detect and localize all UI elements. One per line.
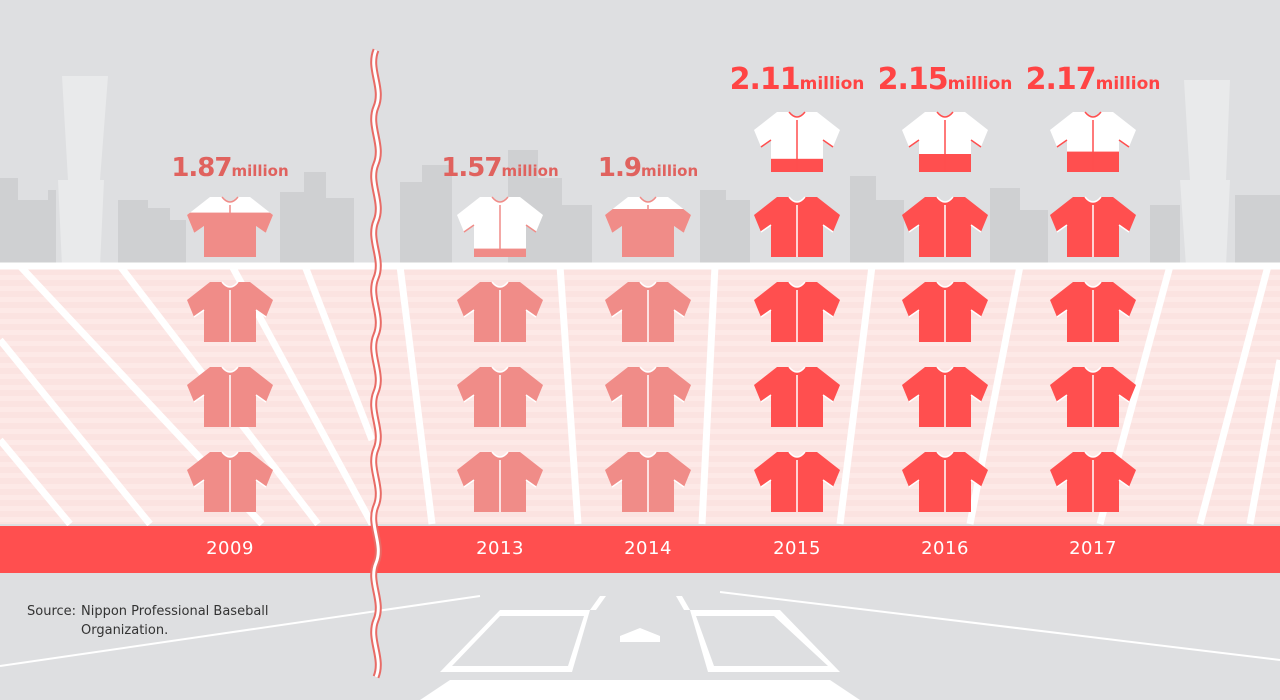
- value-label-2013: 1.57million: [400, 153, 600, 183]
- value-unit-2015: million: [799, 74, 865, 94]
- jersey-2014-4: [605, 196, 691, 257]
- jersey-2013-3: [457, 281, 543, 342]
- jersey-2015-2: [754, 366, 840, 427]
- source-prefix: Source:: [27, 604, 77, 619]
- jersey-2015-4: [754, 196, 840, 257]
- year-label-2017: 2017: [1069, 538, 1117, 559]
- jersey-2015-3: [754, 281, 840, 342]
- year-label-2009: 2009: [206, 538, 254, 559]
- light-tower-left: [58, 76, 108, 266]
- value-label-2015: 2.11million: [697, 62, 897, 97]
- year-label-2013: 2013: [476, 538, 524, 559]
- jersey-2017-5: [1050, 111, 1136, 172]
- jersey-2016-3: [902, 281, 988, 342]
- jersey-2015-1: [754, 451, 840, 512]
- value-label-2009: 1.87million: [130, 153, 330, 183]
- value-number-2014: 1.9: [597, 153, 642, 183]
- value-number-2017: 2.17: [1025, 62, 1097, 97]
- value-number-2013: 1.57: [441, 153, 502, 183]
- source-note: Source: Nippon Professional Baseball Org…: [27, 602, 327, 638]
- jersey-2014-1: [605, 451, 691, 512]
- baseball-infield: [0, 591, 1280, 700]
- light-tower-right: [1180, 80, 1230, 266]
- axis-break-icon: [370, 48, 382, 679]
- jersey-2009-2: [187, 366, 273, 427]
- value-unit-2017: million: [1095, 74, 1161, 94]
- jersey-2015-5: [754, 111, 840, 172]
- jersey-2017-4: [1050, 196, 1136, 257]
- year-band: [0, 526, 1280, 573]
- value-number-2015: 2.11: [729, 62, 801, 97]
- year-label-2015: 2015: [773, 538, 821, 559]
- year-label-2014: 2014: [624, 538, 672, 559]
- jersey-2016-5: [902, 111, 988, 172]
- jersey-2013-1: [457, 451, 543, 512]
- value-unit-2013: million: [501, 162, 559, 180]
- jersey-2009-1: [187, 451, 273, 512]
- value-label-2017: 2.17million: [993, 62, 1193, 97]
- jersey-2014-3: [605, 281, 691, 342]
- jersey-2009-4: [187, 196, 273, 257]
- value-unit-2014: million: [640, 162, 699, 180]
- jersey-2017-1: [1050, 451, 1136, 512]
- jersey-2016-2: [902, 366, 988, 427]
- jersey-2013-2: [457, 366, 543, 427]
- value-label-2016: 2.15million: [845, 62, 1045, 97]
- value-unit-2016: million: [947, 74, 1013, 94]
- source-text: Nippon Professional Baseball Organizatio…: [81, 604, 269, 638]
- jersey-2009-3: [187, 281, 273, 342]
- value-label-2014: 1.9million: [548, 153, 748, 183]
- jersey-2016-4: [902, 196, 988, 257]
- jersey-2014-2: [605, 366, 691, 427]
- jersey-2017-3: [1050, 281, 1136, 342]
- value-number-2016: 2.15: [877, 62, 949, 97]
- jersey-2016-1: [902, 451, 988, 512]
- jersey-2017-2: [1050, 366, 1136, 427]
- value-number-2009: 1.87: [171, 153, 232, 183]
- value-unit-2009: million: [231, 162, 289, 180]
- jersey-2013-4: [457, 196, 543, 257]
- year-label-2016: 2016: [921, 538, 969, 559]
